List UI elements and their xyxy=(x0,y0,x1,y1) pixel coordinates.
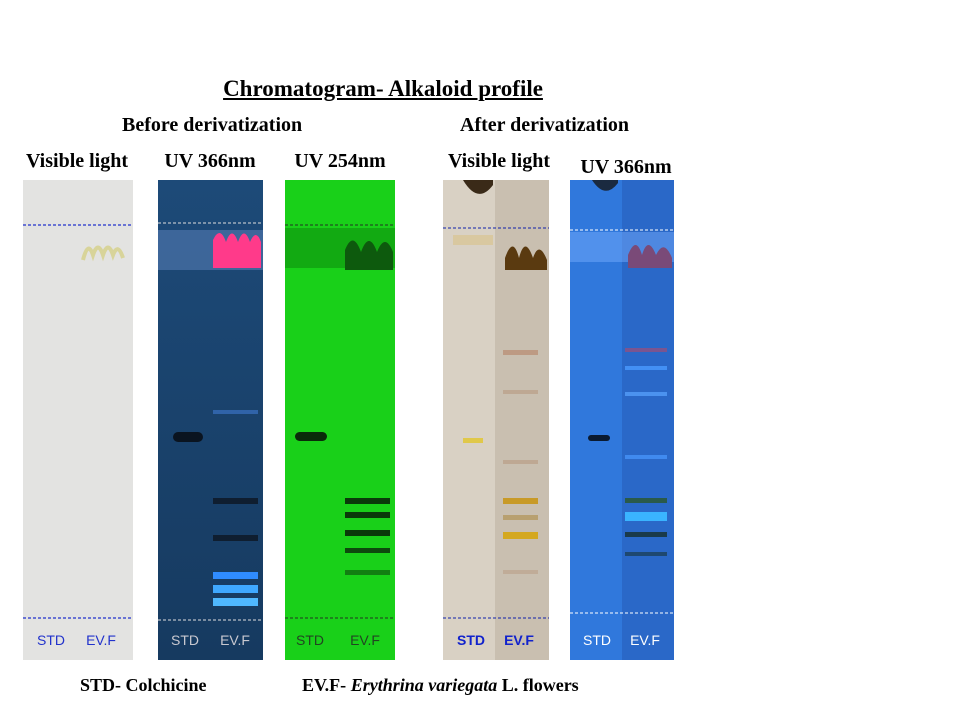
tlc-plate-uv366-before: STD EV.F xyxy=(158,180,263,660)
legend-evf-suffix: L. flowers xyxy=(497,675,579,695)
lane-label-std: STD xyxy=(37,632,65,648)
figure-title: Chromatogram- Alkaloid profile xyxy=(223,76,543,101)
lane-label-evf: EV.F xyxy=(350,632,380,648)
legend-std: STD- Colchicine xyxy=(80,675,207,695)
plate-image xyxy=(158,180,263,660)
plate-label-uv254-before: UV 254nm xyxy=(294,150,386,172)
lane-label-std: STD xyxy=(171,632,199,648)
lane-label-evf: EV.F xyxy=(504,632,534,648)
tlc-plate-uv254-before: STD EV.F xyxy=(285,180,395,660)
section-before-derivatization: Before derivatization xyxy=(122,114,303,136)
plate-image xyxy=(443,180,549,660)
lane-label-std: STD xyxy=(583,632,611,648)
plate-label-uv366-before: UV 366nm xyxy=(164,150,256,172)
plate-image xyxy=(285,180,395,660)
lane-label-std: STD xyxy=(457,632,485,648)
plate-label-visible-after: Visible light xyxy=(447,150,551,172)
tlc-plate-visible-before: STD EV.F xyxy=(23,180,133,660)
tlc-plate-visible-after: STD EV.F xyxy=(443,180,549,660)
section-after-derivatization: After derivatization xyxy=(460,114,630,136)
plate-label-visible-before: Visible light xyxy=(25,150,129,172)
plate-label-uv366-after: UV 366nm xyxy=(580,156,672,178)
lane-label-evf: EV.F xyxy=(630,632,660,648)
legend-evf: EV.F- Erythrina variegata L. flowers xyxy=(302,675,579,696)
tlc-plate-uv366-after: STD EV.F xyxy=(570,180,674,660)
plate-image xyxy=(570,180,674,660)
lane-label-std: STD xyxy=(296,632,324,648)
plate-image xyxy=(23,180,133,660)
legend-evf-prefix: EV.F- xyxy=(302,675,351,695)
lane-label-evf: EV.F xyxy=(220,632,250,648)
legend-evf-species: Erythrina variegata xyxy=(350,675,498,695)
lane-label-evf: EV.F xyxy=(86,632,116,648)
